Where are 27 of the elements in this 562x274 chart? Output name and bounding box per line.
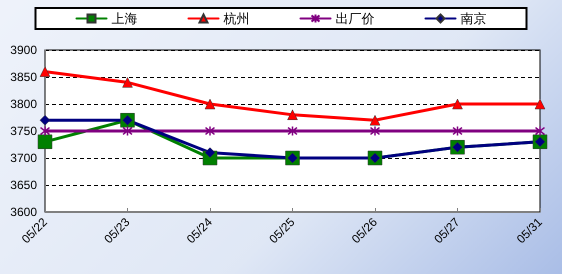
y-tick-label: 3600 <box>10 205 38 219</box>
point <box>204 126 216 136</box>
legend-label: 南京 <box>460 11 486 26</box>
point <box>40 66 50 77</box>
legend-label: 杭州 <box>222 11 250 26</box>
y-tick-label: 3650 <box>10 178 38 192</box>
legend-label: 出厂价 <box>336 11 374 26</box>
y-tick-label: 3900 <box>10 43 38 57</box>
point <box>370 126 380 136</box>
point <box>370 114 380 126</box>
point <box>40 126 50 136</box>
point <box>287 110 298 120</box>
y-tick-label: 3750 <box>10 124 38 138</box>
point <box>204 98 216 110</box>
point <box>534 98 546 110</box>
y-tick-label: 3850 <box>10 70 38 84</box>
point <box>38 134 52 150</box>
point <box>287 126 298 136</box>
point <box>122 77 133 88</box>
y-tick-label: 3700 <box>10 151 38 165</box>
point <box>452 126 463 136</box>
y-tick-label: 3800 <box>10 97 38 111</box>
point <box>40 114 50 126</box>
legend-label: 上海 <box>112 11 138 26</box>
point <box>452 98 463 110</box>
point <box>534 126 546 136</box>
point <box>122 126 133 136</box>
